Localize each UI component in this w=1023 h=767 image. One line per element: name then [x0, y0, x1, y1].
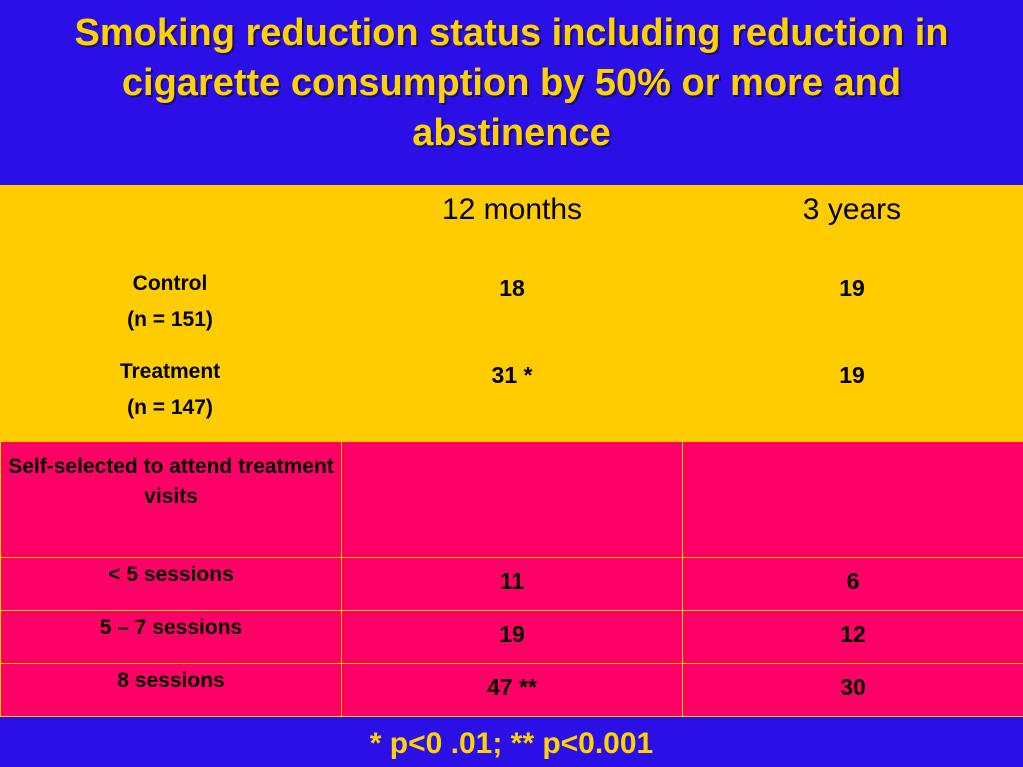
slide-title: Smoking reduction status including reduc… [0, 8, 1023, 158]
row-label: 5 – 7 sessions [0, 610, 342, 664]
row-label: 8 sessions [0, 663, 342, 717]
cell-3-years: 12 [682, 610, 1023, 664]
cell-control-12-months: 18 [499, 275, 525, 301]
row-label-control: Control (n = 151) [0, 266, 340, 338]
row-label-treatment: Treatment (n = 147) [0, 354, 340, 426]
table-row: 8 sessions 47 ** 30 [0, 663, 1023, 717]
table-row: Self-selected to attend treatment visits [0, 441, 1023, 558]
summary-panel [0, 185, 1023, 442]
cell-treatment-3-years: 19 [839, 362, 865, 388]
empty-cell [341, 441, 683, 558]
table-row: 5 – 7 sessions 19 12 [0, 610, 1023, 664]
cell-12-months: 11 [341, 557, 683, 611]
self-selected-table: Self-selected to attend treatment visits… [0, 441, 1023, 717]
empty-cell [682, 441, 1023, 558]
cell-3-years: 30 [682, 663, 1023, 717]
table-row: < 5 sessions 11 6 [0, 557, 1023, 611]
cell-control-3-years: 19 [839, 275, 865, 301]
cell-3-years: 6 [682, 557, 1023, 611]
cell-treatment-12-months: 31 * [491, 362, 533, 388]
footnote: * p<0 .01; ** p<0.001 [369, 727, 654, 760]
column-header-12-months: 12 months [441, 193, 583, 226]
column-header-3-years: 3 years [802, 193, 902, 226]
cell-12-months: 19 [341, 610, 683, 664]
title-line-2: cigarette consumption by 50% or more and [121, 62, 902, 104]
title-line-1: Smoking reduction status including reduc… [74, 12, 949, 54]
cell-12-months: 47 ** [341, 663, 683, 717]
row-label: < 5 sessions [0, 557, 342, 611]
group-label: Treatment [119, 360, 221, 383]
group-size: (n = 151) [127, 308, 213, 331]
group-size: (n = 147) [127, 396, 213, 419]
group-label: Control [132, 272, 208, 295]
title-line-3: abstinence [412, 112, 611, 154]
self-selected-header: Self-selected to attend treatment visits [0, 441, 342, 558]
